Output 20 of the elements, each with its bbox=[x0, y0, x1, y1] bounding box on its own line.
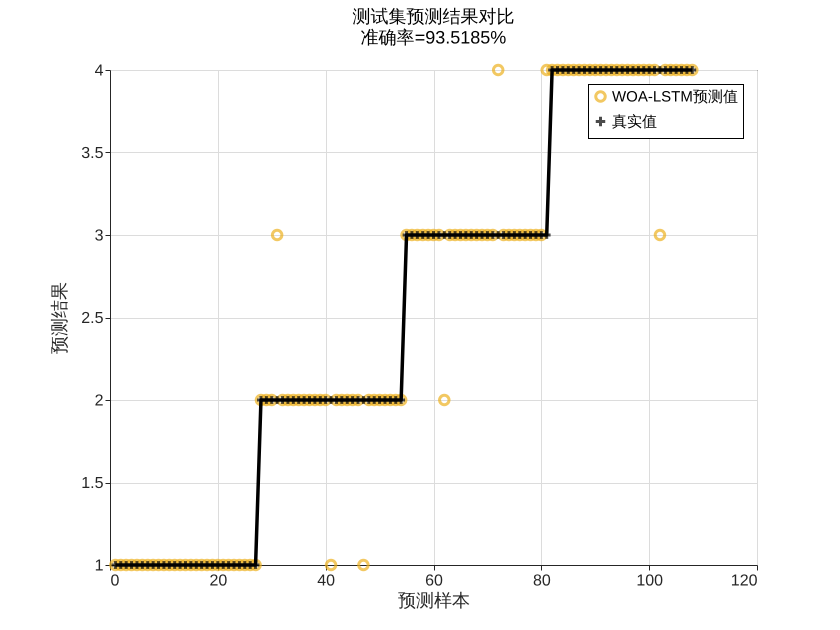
y-tick-label: 3.5 bbox=[81, 145, 104, 162]
x-tick-label: 120 bbox=[730, 572, 758, 590]
legend-label: WOA-LSTM预测值 bbox=[612, 88, 738, 106]
y-tick-label: 2.5 bbox=[81, 310, 104, 327]
y-tick-label: 3 bbox=[94, 228, 104, 244]
y-tick-label: 4 bbox=[94, 62, 104, 80]
y-axis-title: 预测结果 bbox=[49, 282, 70, 354]
y-tick-label: 1.5 bbox=[81, 475, 104, 492]
x-tick-label: 60 bbox=[425, 572, 443, 590]
x-axis-title: 预测样本 bbox=[398, 590, 470, 610]
x-tick-label: 80 bbox=[532, 572, 551, 590]
chart-subtitle: 准确率=93.5185% bbox=[360, 27, 506, 48]
y-tick-label: 2 bbox=[94, 392, 104, 410]
x-tick-label: 0 bbox=[110, 572, 120, 590]
x-tick-label: 40 bbox=[317, 572, 336, 590]
x-tick-label: 20 bbox=[209, 572, 228, 590]
legend-label: 真实值 bbox=[612, 114, 657, 130]
chart-title: 测试集预测结果对比 bbox=[352, 6, 514, 26]
y-tick-label: 1 bbox=[94, 558, 104, 574]
x-tick-label: 100 bbox=[636, 572, 664, 590]
